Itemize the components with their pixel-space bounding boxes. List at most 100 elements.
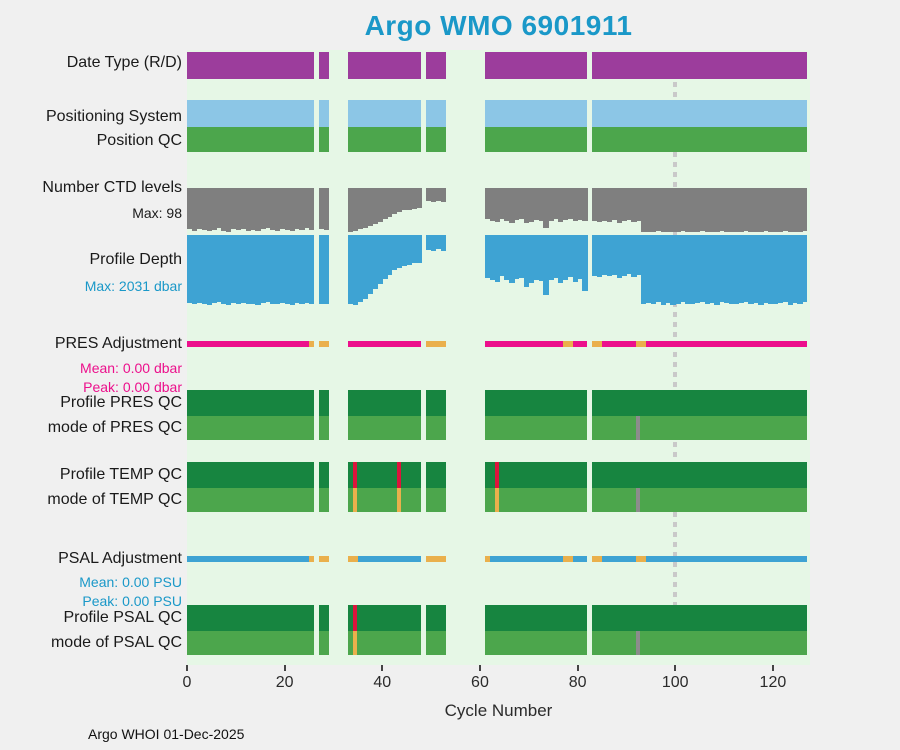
x-tick-mark: [576, 665, 579, 671]
date-type-segment: [348, 52, 422, 79]
ctd-levels-bar: [748, 188, 754, 232]
mode-pres-qc-segment: [426, 416, 446, 440]
profile-depth-bar: [714, 235, 720, 305]
profile-depth-bar: [230, 235, 237, 304]
ctd-levels-bar: [201, 188, 207, 231]
profile-depth-bar: [436, 235, 442, 250]
ctd-levels-bar: [304, 188, 310, 229]
ctd-levels-bar: [382, 188, 388, 220]
label-ctd-levels: Number CTD levels: [42, 179, 182, 196]
profile-depth-bar: [592, 235, 598, 276]
mode-temp-qc-segment: [187, 488, 314, 512]
pres-adjustment-segment: [484, 341, 588, 347]
psal-adjustment-override: [592, 556, 602, 562]
mode-temp-qc-mark: [494, 488, 499, 512]
position-qc-segment: [318, 127, 329, 152]
profile-temp-qc-segment: [592, 462, 808, 488]
date-type-segment: [484, 52, 588, 79]
profile-depth-bar: [499, 235, 505, 277]
ctd-levels-bar: [733, 188, 740, 232]
pres-adjustment-segment: [348, 341, 422, 347]
profile-depth-bar: [797, 235, 803, 304]
profile-psal-qc-mark: [353, 605, 358, 631]
profile-pres-qc-segment: [348, 390, 422, 416]
label-position-qc: Position QC: [96, 132, 182, 149]
profile-depth-bar: [558, 235, 564, 284]
profile-depth-bar: [489, 235, 495, 280]
profile-psal-qc-segment: [592, 605, 808, 631]
profile-depth-bar: [226, 235, 232, 305]
mode-psal-qc-mark: [353, 631, 358, 655]
ctd-levels-bar: [782, 188, 788, 232]
profile-depth-bar: [694, 235, 701, 304]
ctd-levels-bar: [484, 188, 491, 220]
profile-depth-bar: [724, 235, 730, 304]
ctd-levels-bar: [514, 188, 520, 221]
mode-pres-qc-segment: [484, 416, 588, 440]
mode-pres-qc-segment: [348, 416, 422, 440]
ctd-levels-bar: [226, 188, 232, 232]
label-positioning-system: Positioning System: [45, 108, 182, 125]
profile-depth-bar: [323, 235, 329, 305]
psal-adjustment-override: [636, 556, 646, 562]
x-tick-mark: [283, 665, 286, 671]
x-tick-mark: [771, 665, 774, 671]
ctd-levels-bar: [509, 188, 515, 223]
positioning-system-segment: [187, 100, 314, 127]
ctd-levels-bar: [348, 188, 354, 232]
ctd-levels-bar: [372, 188, 378, 224]
mode-temp-qc-mark: [396, 488, 402, 512]
profile-depth-bar: [387, 235, 393, 275]
ctd-levels-bar: [626, 188, 632, 220]
ctd-levels-bar: [728, 188, 735, 232]
x-tick-mark: [674, 665, 677, 671]
ctd-levels-bar: [519, 188, 525, 220]
ctd-levels-bar: [597, 188, 603, 223]
mode-psal-qc-segment: [592, 631, 808, 655]
ctd-levels-bar: [274, 188, 281, 231]
label-ctd-max: Max: 98: [132, 205, 182, 221]
profile-depth-bar: [670, 235, 676, 305]
ctd-levels-bar: [235, 188, 242, 231]
ctd-levels-bar: [436, 188, 442, 202]
ctd-levels-bar: [724, 188, 730, 232]
ctd-levels-bar: [685, 188, 691, 232]
label-mode-psal-qc: mode of PSAL QC: [50, 634, 182, 651]
profile-depth-bar: [562, 235, 569, 281]
profile-pres-qc-segment: [318, 390, 329, 416]
profile-depth-bar: [304, 235, 310, 303]
date-type-segment: [318, 52, 329, 79]
profile-depth-bar: [572, 235, 578, 282]
profile-depth-bar: [699, 235, 705, 303]
label-pres-mean: Mean: 0.00 dbar: [80, 360, 182, 376]
ctd-levels-bar: [538, 188, 544, 222]
position-qc-segment: [348, 127, 422, 152]
profile-depth-bar: [650, 235, 657, 305]
profile-depth-bar: [641, 235, 647, 304]
ctd-levels-bar: [645, 188, 652, 232]
psal-adjustment-override: [309, 556, 314, 562]
profile-depth-bar: [235, 235, 242, 305]
profile-depth-bar: [206, 235, 212, 305]
profile-depth-bar: [294, 235, 300, 304]
profile-temp-qc-segment: [187, 462, 314, 488]
profile-depth-bar: [772, 235, 779, 305]
ctd-levels-bar: [353, 188, 359, 232]
ctd-levels-bar: [377, 188, 383, 223]
ctd-levels-bar: [743, 188, 749, 232]
ctd-levels-bar: [558, 188, 564, 223]
ctd-levels-bar: [650, 188, 657, 232]
ctd-levels-bar: [289, 188, 295, 232]
ctd-levels-bar: [216, 188, 222, 229]
label-mode-pres-qc: mode of PRES QC: [47, 419, 182, 436]
pres-adjustment-override: [318, 341, 329, 347]
ctd-levels-bar: [494, 188, 500, 223]
ctd-levels-bar: [396, 188, 403, 213]
profile-depth-bar: [406, 235, 412, 265]
mode-psal-qc-segment: [348, 631, 422, 655]
profile-depth-bar: [787, 235, 793, 305]
ctd-levels-bar: [753, 188, 759, 232]
profile-depth-bar: [426, 235, 432, 250]
profile-depth-bar: [411, 235, 417, 264]
profile-depth-bar: [685, 235, 691, 304]
